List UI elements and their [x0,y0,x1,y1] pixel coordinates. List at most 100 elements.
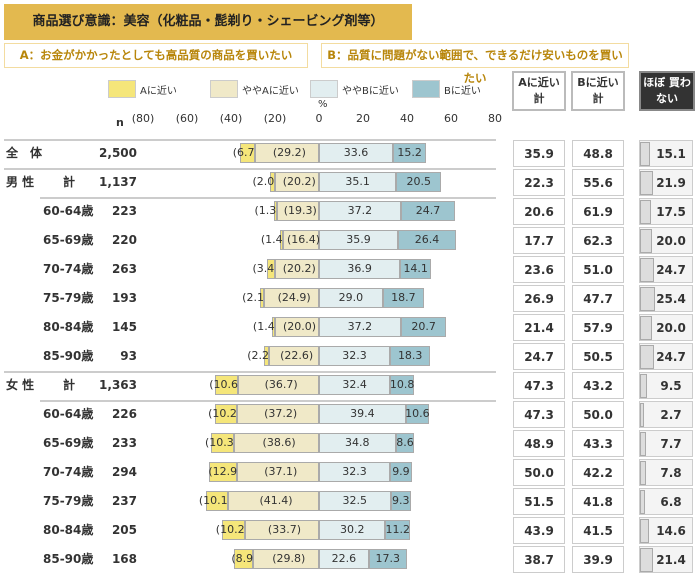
bar-segment-a [259,288,265,308]
rarely-buy-bar [640,200,651,224]
row-n: 145 [111,320,137,334]
row-label: 60-64歳 [43,407,94,421]
bar-segment-b [385,520,411,540]
rarely-buy-value: 9.5 [639,372,693,399]
bar-value-label-a: (2.1) [242,291,269,304]
row-n: 226 [111,407,137,421]
bar-row: (1.4) (16.4) 35.9 26.4 [0,230,700,250]
bar-segment-a [205,491,228,511]
row-label: 60-64歳 [43,204,94,218]
a-total-value: 43.9 [513,517,565,544]
bar-value-label-a: (10.6) [209,378,243,391]
legend-swatch [210,80,238,98]
bar-segment-sa [269,346,319,366]
rarely-buy-bar [640,403,644,427]
x-tick-label: 60 [444,112,458,125]
bar-segment-sa [282,230,319,250]
bar-segment-a [264,346,270,366]
row-label: 80-84歳 [43,523,94,537]
bar-segment-sb [319,491,391,511]
bar-value-label-a: (12.9) [208,465,242,478]
row-divider [40,400,496,402]
bar-value-label-sb: 37.2 [347,320,373,333]
bar-segment-b [382,288,424,308]
bar-row: (6.7) (29.2) 33.6 15.2 [0,143,700,163]
bar-value-label-sb: 22.6 [331,552,357,565]
rarely-buy-bar [640,258,655,282]
bar-value-label-b: 10.6 [405,407,430,420]
bar-segment-sa [237,462,319,482]
bar-segment-b [400,259,432,279]
bar-value-label-sb: 32.5 [342,494,368,507]
row-n: 1,137 [99,175,137,189]
table-row: 80-84歳 145 (1.4) (20.0) 37.2 20.7 21.4 57.9 20.0 [0,313,700,342]
bar-segment-sa [253,549,319,569]
bar-value-label-sb: 32.4 [342,378,367,391]
table-row: 60-64歳 223 (1.3) (19.3) 37.2 24.7 20.6 61.9 17.5 [0,197,700,226]
bar-segment-sb [319,172,397,192]
bar-value-label-b: 18.3 [397,349,423,362]
bar-value-label-sa: (22.6) [280,349,314,362]
bar-segment-sb [319,549,369,569]
bar-value-label-b: 11.2 [385,523,411,536]
bar-segment-sb [319,143,393,163]
table-row: 65-69歳 220 (1.4) (16.4) 35.9 26.4 17.7 62.3 20.0 [0,226,700,255]
bar-value-label-a: (10.3) [205,436,239,449]
rarely-buy-bar [640,316,652,340]
bar-value-label-b: 17.3 [375,552,401,565]
unit-label: % [318,99,328,110]
b-total-value: 39.9 [572,546,624,573]
rarely-buy-bar [640,432,646,456]
bar-segment-sb [319,346,391,366]
rarely-buy-value: 6.8 [639,488,693,515]
bar-segment-sb [319,433,396,453]
definition-a: A：お金がかかったとしても高品質の商品を買いたい [4,43,308,68]
b-total-value: 50.0 [572,401,624,428]
table-row: 男 性計 1,137 (2.0) (20.2) 35.1 20.5 22.3 55.6 21.9 [0,168,700,197]
bar-value-label-sb: 36.9 [347,262,372,275]
bar-segment-a [209,462,238,482]
a-total-value: 24.7 [513,343,565,370]
bar-value-label-a: (3.4) [252,262,279,275]
x-tick-label: 20 [356,112,370,125]
bar-value-label-a: (6.7) [232,146,259,159]
legend-label: Aに近い [140,85,177,97]
rarely-buy-bar [640,461,646,485]
table-row: 70-74歳 294 (12.9) (37.1) 32.3 9.9 50.0 42.2 7.8 [0,458,700,487]
legend-label: ややAに近い [242,85,299,97]
x-tick-label: (20) [263,112,287,125]
bar-value-label-sb: 30.2 [339,523,365,536]
rarely-buy-bar [640,229,652,253]
bar-segment-sb [319,404,406,424]
bar-segment-sb [319,288,383,308]
bar-value-label-a: (10.1) [198,494,232,507]
bar-segment-b [390,375,415,395]
bar-value-label-sb: 37.2 [347,204,373,217]
legend-swatch [310,80,338,98]
bar-value-label-b: 26.4 [414,233,440,246]
row-label: 70-74歳 [43,262,94,276]
bar-segment-sa [276,201,319,221]
legend-label: Bに近い [444,85,481,97]
bar-segment-b [368,549,407,569]
row-n: 233 [111,436,137,450]
bar-value-label-a: (1.4) [260,233,287,246]
bar-segment-b [396,172,442,192]
b-total-value: 61.9 [572,198,624,225]
table-row: 75-79歳 237 (10.1) (41.4) 32.5 9.3 51.5 41.8 6.8 [0,487,700,516]
bar-segment-sb [319,317,401,337]
row-label: 75-79歳 [43,494,94,508]
bar-value-label-a: (1.4) [252,320,279,333]
bar-row: (10.2) (33.7) 30.2 11.2 [0,520,700,540]
bar-value-label-sa: (20.2) [282,262,316,275]
bar-segment-b [400,317,447,337]
bar-segment-sb [319,375,391,395]
chart-title: 商品選び意識：美容（化粧品・髭剃り・シェービング剤等） [4,4,412,40]
row-n: 168 [111,552,137,566]
a-total-value: 21.4 [513,314,565,341]
row-label: 85-90歳 [43,552,94,566]
bar-value-label-sa: (29.8) [272,552,306,565]
bar-segment-sa [274,259,319,279]
bar-value-label-sb: 33.6 [343,146,369,159]
bar-value-label-sa: (19.3) [283,204,317,217]
